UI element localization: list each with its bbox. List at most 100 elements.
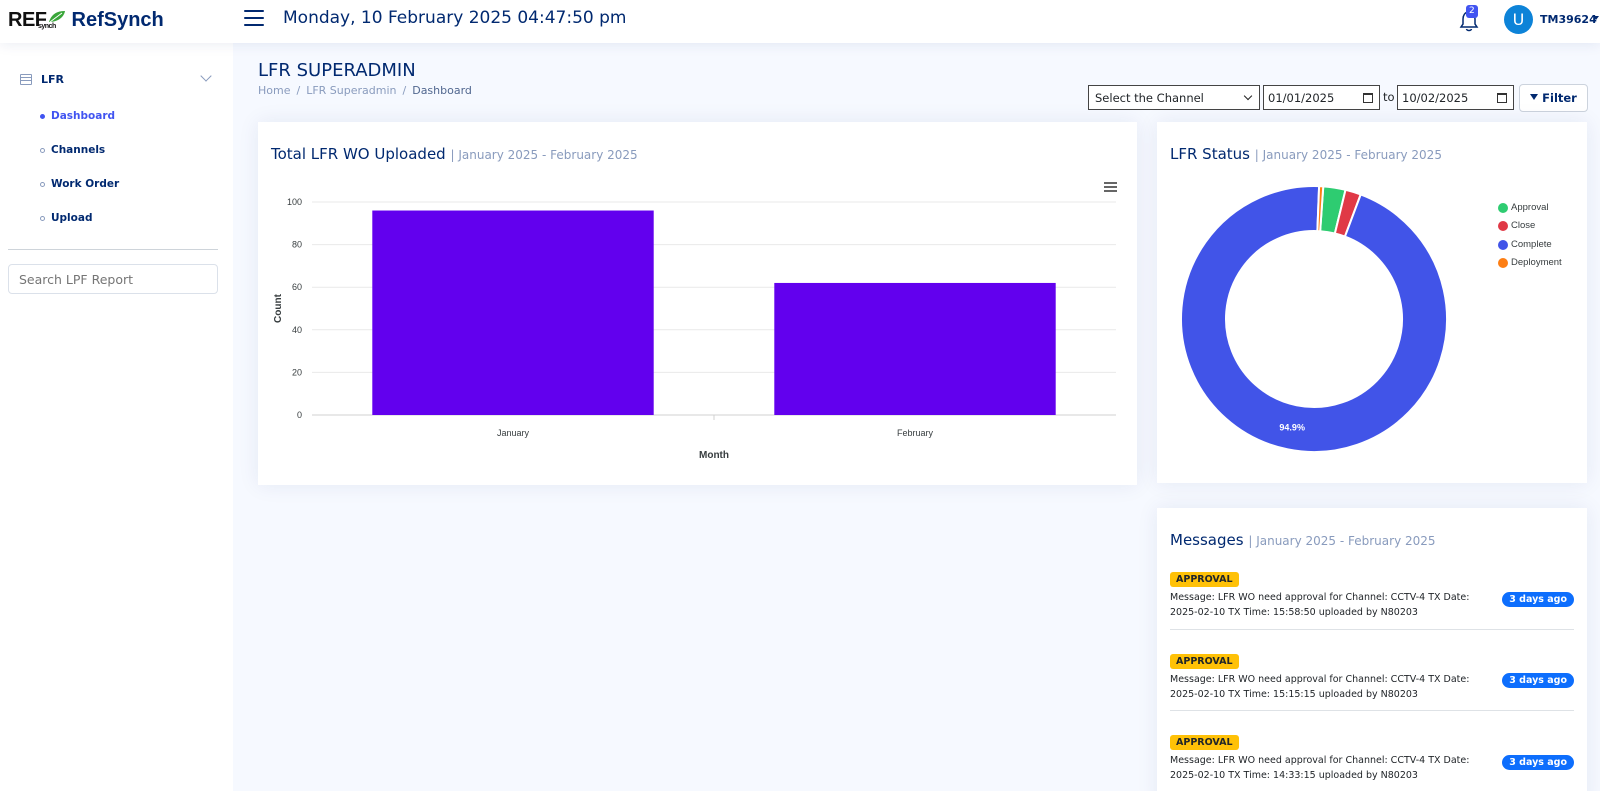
date-from-input[interactable]: 01/01/2025 xyxy=(1263,85,1380,110)
donut-chart: 94.9% xyxy=(1180,185,1448,453)
card-title-text: Messages xyxy=(1170,531,1244,549)
card-title: LFR Status | January 2025 - February 202… xyxy=(1170,145,1442,163)
legend-swatch xyxy=(1498,239,1508,250)
funnel-icon xyxy=(1530,94,1539,100)
message-item[interactable]: APPROVAL Message: LFR WO need approval f… xyxy=(1170,567,1574,620)
legend-item-close[interactable]: Close xyxy=(1498,220,1535,231)
bar[interactable] xyxy=(372,210,654,415)
card-subtitle: | January 2025 - February 2025 xyxy=(450,148,638,162)
sidebar-divider xyxy=(8,249,218,250)
card-subtitle: | January 2025 - February 2025 xyxy=(1248,534,1436,548)
legend-label: Deployment xyxy=(1511,257,1562,268)
toggle-sidebar-button[interactable] xyxy=(244,10,264,28)
search-report-input[interactable] xyxy=(8,264,218,294)
sidebar-item-channels[interactable]: Channels xyxy=(40,142,105,158)
legend-item-deployment[interactable]: Deployment xyxy=(1498,257,1562,268)
y-tick-label: 80 xyxy=(292,240,302,250)
brand-logo[interactable]: REF synch RefSynch xyxy=(8,7,164,33)
card-title-text: LFR Status xyxy=(1170,145,1250,163)
sidebar-item-work-order[interactable]: Work Order xyxy=(40,176,119,192)
leaf-icon xyxy=(48,11,65,23)
message-time-badge: 3 days ago xyxy=(1502,755,1574,770)
date-to-input[interactable]: 10/02/2025 xyxy=(1397,85,1514,110)
y-tick-label: 0 xyxy=(297,410,302,420)
x-axis-title: Month xyxy=(699,450,729,461)
y-axis-title: Count xyxy=(273,293,284,323)
donut-slice-deployment[interactable] xyxy=(1316,185,1325,233)
layout-icon xyxy=(20,73,32,85)
breadcrumb-separator: / xyxy=(296,84,301,97)
legend-item-approval[interactable]: Approval xyxy=(1498,202,1549,213)
message-item[interactable]: APPROVAL Message: LFR WO need approval f… xyxy=(1170,730,1574,783)
user-name[interactable]: TM39624 xyxy=(1540,13,1597,26)
breadcrumb-separator: / xyxy=(402,84,407,97)
date-from-value: 01/01/2025 xyxy=(1268,90,1335,105)
sidebar-item-label: Upload xyxy=(51,212,93,224)
filter-button[interactable]: Filter xyxy=(1519,84,1588,112)
bullet-icon xyxy=(40,147,45,153)
channel-select-value: Select the Channel xyxy=(1095,90,1204,105)
card-subtitle: | January 2025 - February 2025 xyxy=(1254,148,1442,162)
x-tick-label: January xyxy=(497,428,530,438)
breadcrumb: Home / LFR Superadmin / Dashboard xyxy=(258,84,472,97)
chart-menu-icon[interactable] xyxy=(1104,182,1117,192)
sidebar-item-label: Work Order xyxy=(51,178,120,190)
message-text: Message: LFR WO need approval for Channe… xyxy=(1170,674,1470,700)
y-tick-label: 20 xyxy=(292,367,302,377)
legend-swatch xyxy=(1498,202,1508,213)
sidebar-item-upload[interactable]: Upload xyxy=(40,210,92,226)
message-type-badge: APPROVAL xyxy=(1170,654,1239,669)
legend-label: Complete xyxy=(1511,239,1552,250)
avatar[interactable]: U xyxy=(1504,5,1533,34)
legend-swatch xyxy=(1498,220,1508,231)
calendar-icon[interactable] xyxy=(1497,93,1507,103)
message-divider xyxy=(1170,710,1574,711)
message-divider xyxy=(1170,629,1574,630)
sidebar-item-dashboard[interactable]: Dashboard xyxy=(40,108,115,124)
chevron-down-icon[interactable] xyxy=(200,70,212,82)
card-title: Messages | January 2025 - February 2025 xyxy=(1170,531,1436,549)
y-tick-label: 100 xyxy=(287,197,302,207)
bullet-icon xyxy=(40,181,45,187)
message-type-badge: APPROVAL xyxy=(1170,735,1239,750)
calendar-icon[interactable] xyxy=(1363,93,1373,103)
channel-select[interactable]: Select the Channel xyxy=(1088,85,1260,110)
current-datetime: Monday, 10 February 2025 04:47:50 pm xyxy=(283,8,627,28)
wo-uploaded-card: Total LFR WO Uploaded | January 2025 - F… xyxy=(258,122,1137,485)
sidebar-group-label: LFR xyxy=(41,72,64,86)
message-time-badge: 3 days ago xyxy=(1502,592,1574,607)
legend-label: Close xyxy=(1511,220,1536,231)
breadcrumb-lfr-superadmin[interactable]: LFR Superadmin xyxy=(306,84,397,97)
y-tick-label: 40 xyxy=(292,325,302,335)
legend-swatch xyxy=(1498,257,1508,268)
page-title: LFR SUPERADMIN xyxy=(258,60,416,81)
filter-button-label: Filter xyxy=(1542,91,1577,105)
bar-chart: 0 20 40 60 80 100 January February Month Count xyxy=(273,197,1116,461)
card-title: Total LFR WO Uploaded | January 2025 - F… xyxy=(271,145,638,163)
caret-down-icon[interactable] xyxy=(1593,16,1599,20)
donut-slice-complete[interactable] xyxy=(1180,185,1448,453)
message-item[interactable]: APPROVAL Message: LFR WO need approval f… xyxy=(1170,649,1574,702)
x-tick-label: February xyxy=(897,428,934,438)
message-type-badge: APPROVAL xyxy=(1170,572,1239,587)
sidebar: LFR Dashboard Channels Work Order Upload xyxy=(0,43,233,791)
legend-label: Approval xyxy=(1511,202,1549,213)
legend-item-complete[interactable]: Complete xyxy=(1498,239,1552,250)
card-title-text: Total LFR WO Uploaded xyxy=(271,145,446,163)
donut-data-label: 94.9% xyxy=(1279,422,1305,432)
logo-mark: REF synch xyxy=(8,8,56,31)
sidebar-group-lfr[interactable]: LFR xyxy=(20,69,212,89)
bullet-icon xyxy=(40,113,45,119)
message-text: Message: LFR WO need approval for Channe… xyxy=(1170,755,1470,781)
chevron-down-icon xyxy=(1243,91,1253,101)
breadcrumb-home[interactable]: Home xyxy=(258,84,291,97)
brand-name: RefSynch xyxy=(71,8,164,31)
date-range-separator: to xyxy=(1383,90,1395,104)
breadcrumb-current: Dashboard xyxy=(412,84,472,97)
sidebar-item-label: Channels xyxy=(51,144,106,156)
bar[interactable] xyxy=(774,282,1056,415)
y-tick-label: 60 xyxy=(292,282,302,292)
bullet-icon xyxy=(40,215,45,221)
top-header: REF synch RefSynch Monday, 10 February 20… xyxy=(0,0,1600,43)
message-time-badge: 3 days ago xyxy=(1502,673,1574,688)
